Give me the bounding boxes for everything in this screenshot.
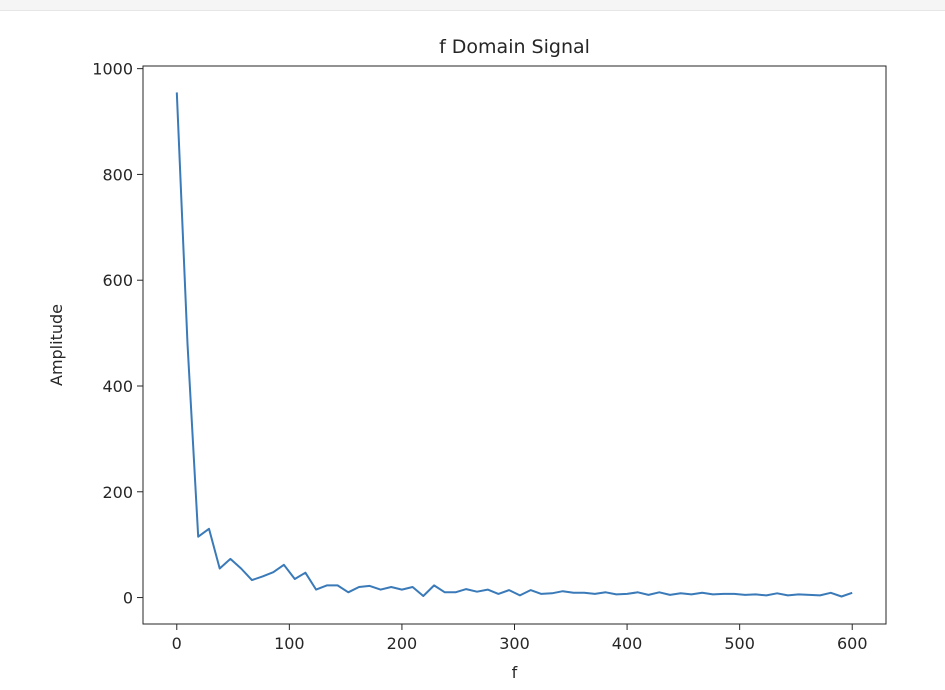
y-axis: 0 200 400 600 800 1000 xyxy=(92,60,143,608)
x-tick-label: 300 xyxy=(499,634,530,653)
x-tick-label: 200 xyxy=(387,634,418,653)
plot-area xyxy=(142,65,887,625)
x-tick-label: 0 xyxy=(172,634,182,653)
y-tick-label: 0 xyxy=(123,589,133,608)
notebook-cell-band xyxy=(0,0,945,11)
x-tick-label: 600 xyxy=(837,634,868,653)
x-tick-label: 500 xyxy=(724,634,755,653)
y-tick-label: 200 xyxy=(102,483,133,502)
chart-title: f Domain Signal xyxy=(439,36,590,58)
y-tick-label: 600 xyxy=(102,271,133,290)
y-tick-label: 800 xyxy=(102,165,133,184)
x-axis-label: f xyxy=(512,663,518,682)
x-axis: 0 100 200 300 400 500 600 xyxy=(172,624,868,653)
y-axis-label: Amplitude xyxy=(47,304,66,386)
series-line xyxy=(175,92,853,598)
x-tick-label: 400 xyxy=(612,634,643,653)
y-tick-label: 400 xyxy=(102,377,133,396)
x-tick-label: 100 xyxy=(274,634,305,653)
y-tick-label: 1000 xyxy=(92,60,133,79)
